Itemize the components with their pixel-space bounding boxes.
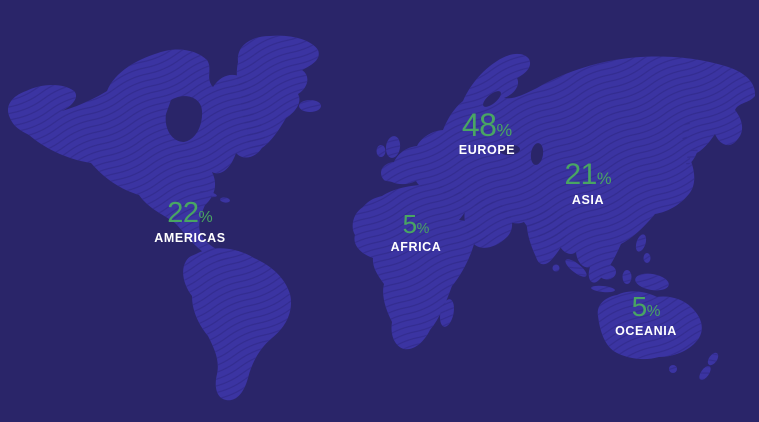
percent-sign: % <box>646 303 661 320</box>
region-name: AMERICAS <box>154 230 226 245</box>
region-percentage: 21% <box>564 158 612 191</box>
inland-seas <box>165 91 544 165</box>
percent-sign: % <box>596 170 612 188</box>
region-value: 48 <box>461 107 497 143</box>
region-value: 5 <box>631 291 648 322</box>
region-name: EUROPE <box>458 143 516 158</box>
region-percentage: 22% <box>154 197 225 229</box>
region-label-oceania: 5% OCEANIA <box>615 291 677 338</box>
percent-sign: % <box>416 221 430 237</box>
region-label-asia: 21% ASIA <box>564 158 612 207</box>
region-percentage: 48% <box>459 107 515 143</box>
region-label-africa: 5% AFRICA <box>390 209 442 254</box>
region-value: 22 <box>167 197 199 229</box>
percent-sign: % <box>198 209 213 226</box>
region-label-europe: 48% EUROPE <box>458 107 516 158</box>
region-name: OCEANIA <box>615 323 677 338</box>
region-name: ASIA <box>571 192 605 207</box>
region-percentage: 5% <box>615 291 677 322</box>
region-percentage: 5% <box>391 209 442 239</box>
region-label-americas: 22% AMERICAS <box>154 197 226 245</box>
region-name: AFRICA <box>390 239 442 254</box>
region-value: 5 <box>402 209 417 239</box>
region-value: 21 <box>564 158 597 191</box>
percent-sign: % <box>496 120 513 140</box>
